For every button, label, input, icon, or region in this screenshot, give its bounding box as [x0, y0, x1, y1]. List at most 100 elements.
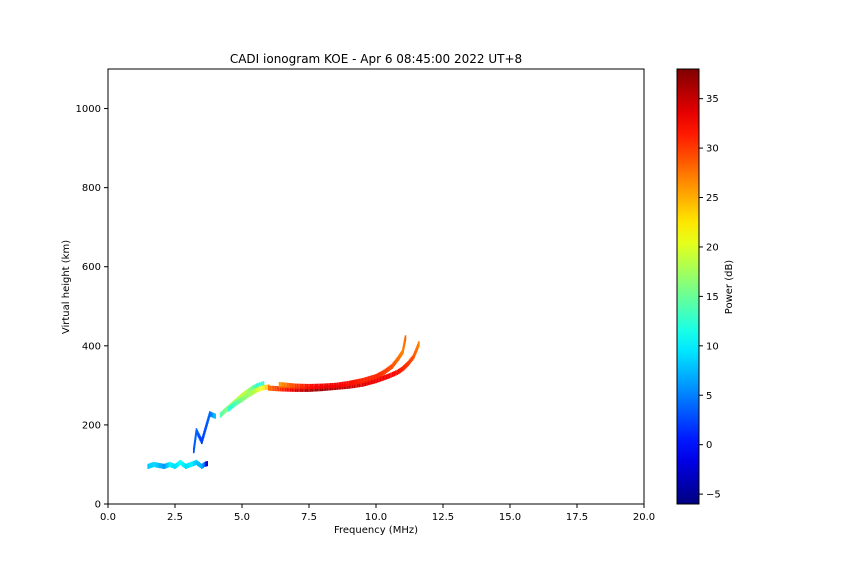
- data-point: [346, 381, 349, 387]
- data-point: [242, 392, 245, 398]
- data-point: [243, 395, 246, 401]
- data-point: [343, 381, 345, 387]
- data-point: [241, 397, 243, 403]
- colorbar-tick-label: 20: [706, 242, 719, 253]
- data-point: [409, 358, 412, 364]
- x-axis-label: Frequency (MHz): [334, 525, 418, 536]
- data-point: [313, 386, 315, 392]
- y-axis-label: Virtual height (km): [61, 240, 72, 334]
- data-point: [238, 395, 241, 401]
- data-point: [370, 379, 373, 385]
- data-point: [379, 371, 381, 378]
- data-point: [283, 382, 286, 388]
- data-point: [220, 411, 223, 417]
- data-point: [294, 386, 297, 392]
- data-point: [183, 462, 186, 469]
- chart-title: CADI ionogram KOE - Apr 6 08:45:00 2022 …: [230, 52, 522, 66]
- data-point: [257, 386, 259, 392]
- data-point: [306, 386, 309, 392]
- data-point: [239, 397, 242, 403]
- colorbar-tick-label: 5: [706, 391, 712, 402]
- data-point: [299, 383, 302, 389]
- data-point: [375, 378, 377, 384]
- data-point: [147, 463, 149, 470]
- data-point: [405, 363, 407, 369]
- y-tick-label: 400: [82, 341, 101, 352]
- data-point: [201, 463, 203, 470]
- data-point: [286, 382, 289, 388]
- data-point: [260, 385, 263, 391]
- data-point: [276, 386, 278, 392]
- data-point: [333, 382, 335, 389]
- data-point: [299, 386, 302, 392]
- data-point: [205, 461, 207, 467]
- data-point: [336, 382, 339, 388]
- data-point: [203, 461, 206, 468]
- data-point: [389, 364, 392, 370]
- data-point: [296, 386, 299, 392]
- data-point: [222, 409, 225, 415]
- data-point: [210, 411, 212, 418]
- y-axis: 0 200 400 600 800 1000: [76, 104, 108, 511]
- data-point: [410, 356, 413, 363]
- data-point: [388, 373, 391, 379]
- data-point: [367, 380, 370, 386]
- data-point: [304, 383, 307, 390]
- data-point: [379, 376, 382, 382]
- data-point: [152, 461, 155, 468]
- data-point: [148, 463, 151, 469]
- data-point: [354, 379, 356, 385]
- data-point: [247, 388, 250, 394]
- data-point: [151, 462, 154, 468]
- data-point: [384, 374, 386, 381]
- data-point: [190, 461, 192, 468]
- data-point: [280, 382, 282, 388]
- data-point: [251, 389, 254, 396]
- data-point: [367, 376, 370, 382]
- data-point: [237, 396, 239, 402]
- data-point: [335, 382, 337, 388]
- data-point: [249, 391, 251, 397]
- data-point: [395, 370, 397, 376]
- data-point: [318, 383, 320, 389]
- data-point: [345, 381, 347, 387]
- data-point: [188, 462, 191, 468]
- data-point: [239, 394, 242, 400]
- data-point: [260, 381, 263, 387]
- x-axis: 0.0 2.5 5.0 7.5 10.0 12.5 15.0 17.5 20.0: [100, 504, 655, 523]
- data-point: [340, 382, 342, 388]
- data-point: [192, 460, 195, 467]
- data-point: [393, 371, 396, 377]
- data-point: [309, 386, 312, 392]
- data-point: [284, 386, 287, 392]
- data-point: [266, 384, 268, 390]
- data-point: [356, 382, 359, 388]
- data-point: [355, 379, 358, 385]
- data-point: [301, 383, 304, 389]
- data-point: [408, 359, 411, 365]
- data-point: [247, 392, 250, 398]
- data-point: [360, 378, 362, 384]
- data-point: [355, 382, 357, 388]
- data-point: [291, 386, 294, 392]
- data-point: [351, 383, 354, 389]
- x-tick-label: 15.0: [499, 512, 521, 523]
- y-tick-label: 0: [95, 500, 101, 511]
- data-point: [331, 382, 334, 389]
- data-point: [150, 462, 152, 469]
- data-point: [418, 341, 420, 347]
- data-point: [224, 408, 226, 414]
- data-point: [319, 383, 322, 389]
- data-point: [231, 403, 234, 409]
- colorbar-tick-label: 35: [706, 94, 719, 105]
- data-point: [381, 375, 383, 382]
- data-point: [358, 378, 361, 384]
- data-point: [253, 384, 255, 391]
- data-point: [171, 462, 174, 469]
- data-point: [196, 460, 199, 467]
- data-point: [179, 459, 182, 466]
- data-point: [373, 374, 376, 380]
- data-point: [366, 380, 368, 386]
- data-point: [378, 376, 380, 383]
- data-point: [191, 461, 194, 467]
